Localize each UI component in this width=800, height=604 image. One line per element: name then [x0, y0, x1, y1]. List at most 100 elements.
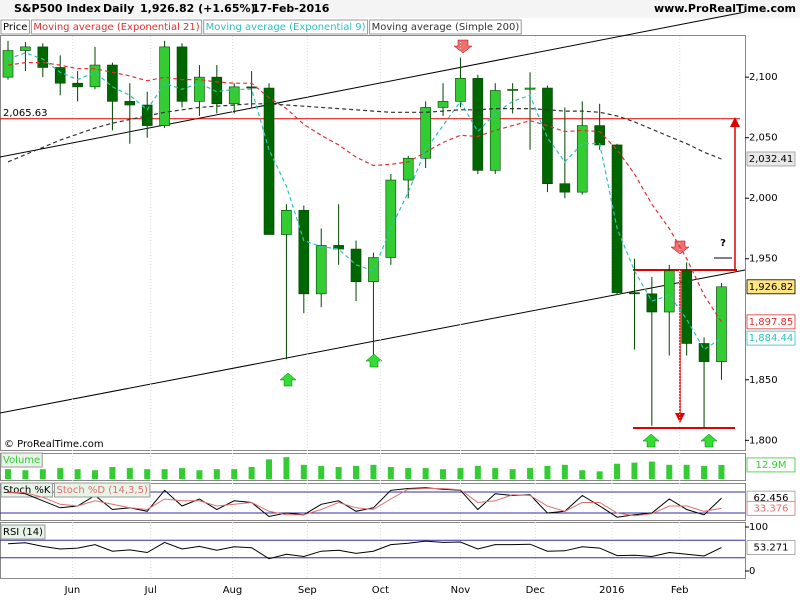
- volume-bar: [266, 459, 273, 479]
- volume-bar: [422, 468, 429, 479]
- value-tag: [746, 314, 796, 330]
- candle-body: [228, 86, 240, 105]
- legend-label: Stoch %K: [3, 485, 51, 496]
- candle-body: [315, 245, 327, 295]
- legend-box: [0, 524, 46, 540]
- y-tick-label: 1,800: [749, 435, 778, 446]
- candle-body: [72, 82, 83, 88]
- candle-body: [194, 76, 205, 102]
- site: www.ProRealTime.com: [654, 2, 796, 15]
- candle-body: [54, 67, 66, 84]
- x-tick-label: Jun: [64, 585, 81, 596]
- candle-body: [281, 210, 292, 235]
- series-line: [7, 62, 723, 323]
- series-line: [7, 487, 722, 518]
- x-tick-label: Sep: [298, 585, 317, 596]
- candle-body: [489, 90, 501, 171]
- candle-body: [559, 183, 571, 193]
- value-tag-label: 33.376: [754, 503, 789, 514]
- x-tick-label: Nov: [451, 585, 471, 596]
- volume-bar: [283, 457, 290, 479]
- volume-bar: [596, 471, 603, 479]
- header-bar: [0, 0, 800, 18]
- period: Daily: [103, 2, 134, 15]
- volume-bar: [561, 464, 568, 479]
- x-tick-label: Dec: [526, 585, 545, 596]
- y-tick-label: 1,950: [749, 254, 778, 265]
- candle-body: [2, 50, 14, 78]
- x-tick-label: Jul: [144, 585, 157, 596]
- series-line: [7, 540, 722, 560]
- value-tag-label: 1,926.82: [749, 282, 794, 293]
- legend-label: Moving average (Simple 200): [372, 22, 520, 33]
- volume-bar: [74, 469, 81, 479]
- value-tag: [746, 279, 796, 295]
- volume-bar: [300, 464, 307, 479]
- series-line: [7, 103, 722, 163]
- series-line: [8, 488, 722, 517]
- annotation: ?: [720, 238, 726, 249]
- volume-bar: [701, 465, 708, 479]
- volume-bar: [92, 470, 99, 479]
- legend-box: [0, 482, 53, 498]
- volume-bar: [440, 469, 447, 479]
- legend-label: Moving average (Exponential 9): [206, 22, 366, 33]
- volume-bar: [231, 469, 238, 479]
- volume-bar: [387, 467, 394, 479]
- y-tick-label: 1,850: [749, 375, 778, 386]
- legend-label: Price: [3, 22, 27, 33]
- value-tag-label: 12.9M: [756, 460, 787, 471]
- x-tick-label: Oct: [372, 585, 389, 596]
- trend-line: [0, 269, 746, 414]
- volume-bar: [248, 467, 255, 479]
- value-tag-label: 1,897.85: [749, 317, 794, 328]
- volume-bar: [126, 468, 133, 479]
- candle-body: [646, 293, 658, 313]
- volume-bar: [474, 465, 481, 479]
- candle-body: [716, 286, 727, 362]
- up-arrows: [279, 353, 718, 448]
- candle-body: [629, 292, 640, 295]
- candle-body: [594, 125, 605, 146]
- volume-bar: [579, 470, 586, 479]
- candle-body: [576, 125, 588, 193]
- candle-body: [298, 210, 310, 295]
- volume-bar: [213, 469, 220, 479]
- legend-box: [53, 482, 151, 498]
- legend-box: [30, 19, 203, 35]
- volume-bar: [509, 469, 516, 479]
- value-tag-label: 2,032.41: [749, 154, 794, 165]
- volume-bar: [196, 470, 203, 479]
- value-tag: [746, 540, 796, 555]
- series-line: [7, 52, 722, 351]
- volume-bar: [405, 468, 412, 479]
- value-tag: [746, 330, 796, 346]
- volume-bar: [144, 469, 151, 479]
- legend-label: Stoch %D (14,3,5): [56, 485, 147, 496]
- volume-bar: [5, 469, 12, 479]
- y-tick-label: 2,050: [749, 133, 778, 144]
- x-tick-label: Feb: [671, 585, 689, 596]
- volume-bar: [527, 468, 534, 479]
- volume-bar: [39, 469, 46, 479]
- candle-body: [455, 78, 466, 102]
- legend-box: [0, 452, 43, 468]
- candle-body: [611, 144, 623, 293]
- candle-body: [663, 270, 675, 313]
- candle-body: [176, 46, 188, 102]
- volume-bar: [666, 464, 673, 479]
- price: 1,926.82 (+1.65%): [140, 2, 256, 15]
- y-tick-label: 2,000: [749, 193, 778, 204]
- legend-box: [203, 19, 369, 35]
- candle-body: [333, 245, 344, 250]
- candle-body: [159, 46, 170, 126]
- volume-bar: [492, 468, 499, 479]
- volume-bar: [353, 465, 360, 479]
- candle-body: [420, 107, 431, 159]
- x-tick-label: Aug: [223, 585, 243, 596]
- candle-body: [246, 86, 257, 89]
- legend-label: Volume: [3, 455, 40, 466]
- legend-label: Moving average (Exponential 21): [33, 22, 199, 33]
- candle-body: [507, 88, 518, 91]
- legend-label: RSI (14): [3, 527, 43, 538]
